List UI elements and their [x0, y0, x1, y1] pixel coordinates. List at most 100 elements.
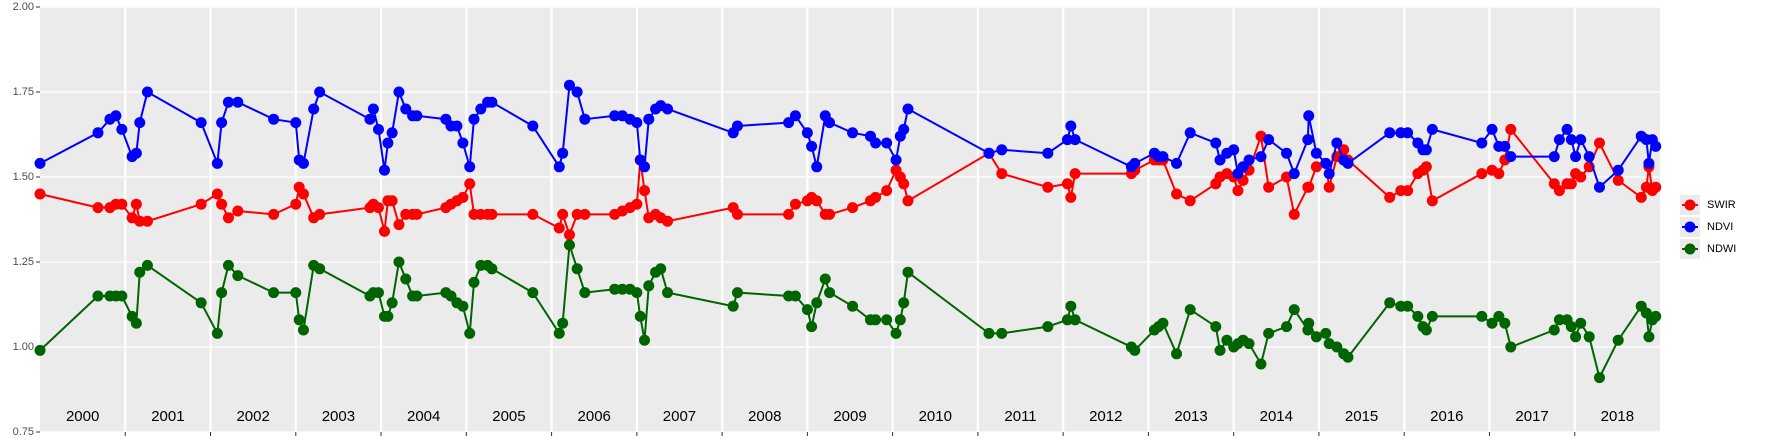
point [824, 208, 836, 220]
point [553, 327, 565, 339]
point [557, 208, 569, 220]
point [116, 290, 128, 302]
point [130, 317, 142, 329]
point [1069, 314, 1081, 326]
point [393, 86, 405, 98]
year-label: 2008 [748, 408, 781, 425]
point [1171, 348, 1183, 360]
point [1575, 134, 1587, 146]
point [1505, 341, 1517, 353]
point [616, 283, 628, 295]
point [1288, 208, 1300, 220]
point [898, 297, 910, 309]
point [464, 327, 476, 339]
point [195, 198, 207, 210]
point [1384, 191, 1396, 203]
point [475, 103, 487, 115]
point [211, 188, 223, 200]
point [1061, 178, 1073, 190]
point [290, 287, 302, 299]
point [222, 212, 234, 224]
point [1612, 164, 1624, 176]
point [457, 191, 469, 203]
point [1612, 174, 1624, 186]
point [824, 287, 836, 299]
point [847, 127, 859, 139]
point [216, 117, 228, 129]
point [571, 208, 583, 220]
point [639, 185, 651, 197]
point [870, 137, 882, 149]
year-label: 2001 [151, 408, 184, 425]
y-tick-label: 1.00 [13, 341, 34, 353]
point [811, 195, 823, 207]
point [1263, 327, 1275, 339]
point [314, 263, 326, 275]
point [486, 96, 498, 108]
point [894, 314, 906, 326]
point [1255, 358, 1267, 370]
point [222, 259, 234, 271]
point [1553, 185, 1565, 197]
point [290, 117, 302, 129]
point [1476, 168, 1488, 180]
year-label: 2009 [833, 408, 866, 425]
point [232, 96, 244, 108]
point [1420, 161, 1432, 173]
point [1210, 321, 1222, 333]
point [222, 96, 234, 108]
point [130, 147, 142, 159]
point [486, 263, 498, 275]
point [393, 219, 405, 231]
point [268, 208, 280, 220]
point [806, 321, 818, 333]
point [527, 120, 539, 132]
point [1214, 344, 1226, 356]
point [1243, 154, 1255, 166]
point [609, 110, 621, 122]
point [468, 276, 480, 288]
point [1232, 185, 1244, 197]
point [116, 198, 128, 210]
point [996, 144, 1008, 156]
point [1310, 331, 1322, 343]
point [314, 208, 326, 220]
point [557, 317, 569, 329]
point [1493, 168, 1505, 180]
point [1042, 147, 1054, 159]
point [1593, 372, 1605, 384]
y-tick-label: 1.75 [13, 86, 34, 98]
point [579, 287, 591, 299]
point [1650, 140, 1662, 152]
point [1402, 127, 1414, 139]
point [1420, 324, 1432, 336]
point [297, 157, 309, 169]
point [1061, 314, 1073, 326]
point [789, 110, 801, 122]
point [1221, 334, 1233, 346]
point [195, 297, 207, 309]
point [609, 283, 621, 295]
point [411, 208, 423, 220]
point [308, 103, 320, 115]
point [1069, 134, 1081, 146]
point [1157, 151, 1169, 163]
point [1228, 144, 1240, 156]
point [553, 161, 565, 173]
point [1561, 123, 1573, 135]
point [1402, 185, 1414, 197]
point [1065, 120, 1077, 132]
point [783, 117, 795, 129]
point [1486, 317, 1498, 329]
point [631, 287, 643, 299]
year-label: 2006 [578, 408, 611, 425]
point [268, 287, 280, 299]
point [996, 168, 1008, 180]
point [571, 86, 583, 98]
point [1255, 151, 1267, 163]
legend-label: NDVI [1707, 221, 1733, 233]
year-label: 2015 [1345, 408, 1378, 425]
point [382, 310, 394, 322]
point [1302, 134, 1314, 146]
point [457, 137, 469, 149]
